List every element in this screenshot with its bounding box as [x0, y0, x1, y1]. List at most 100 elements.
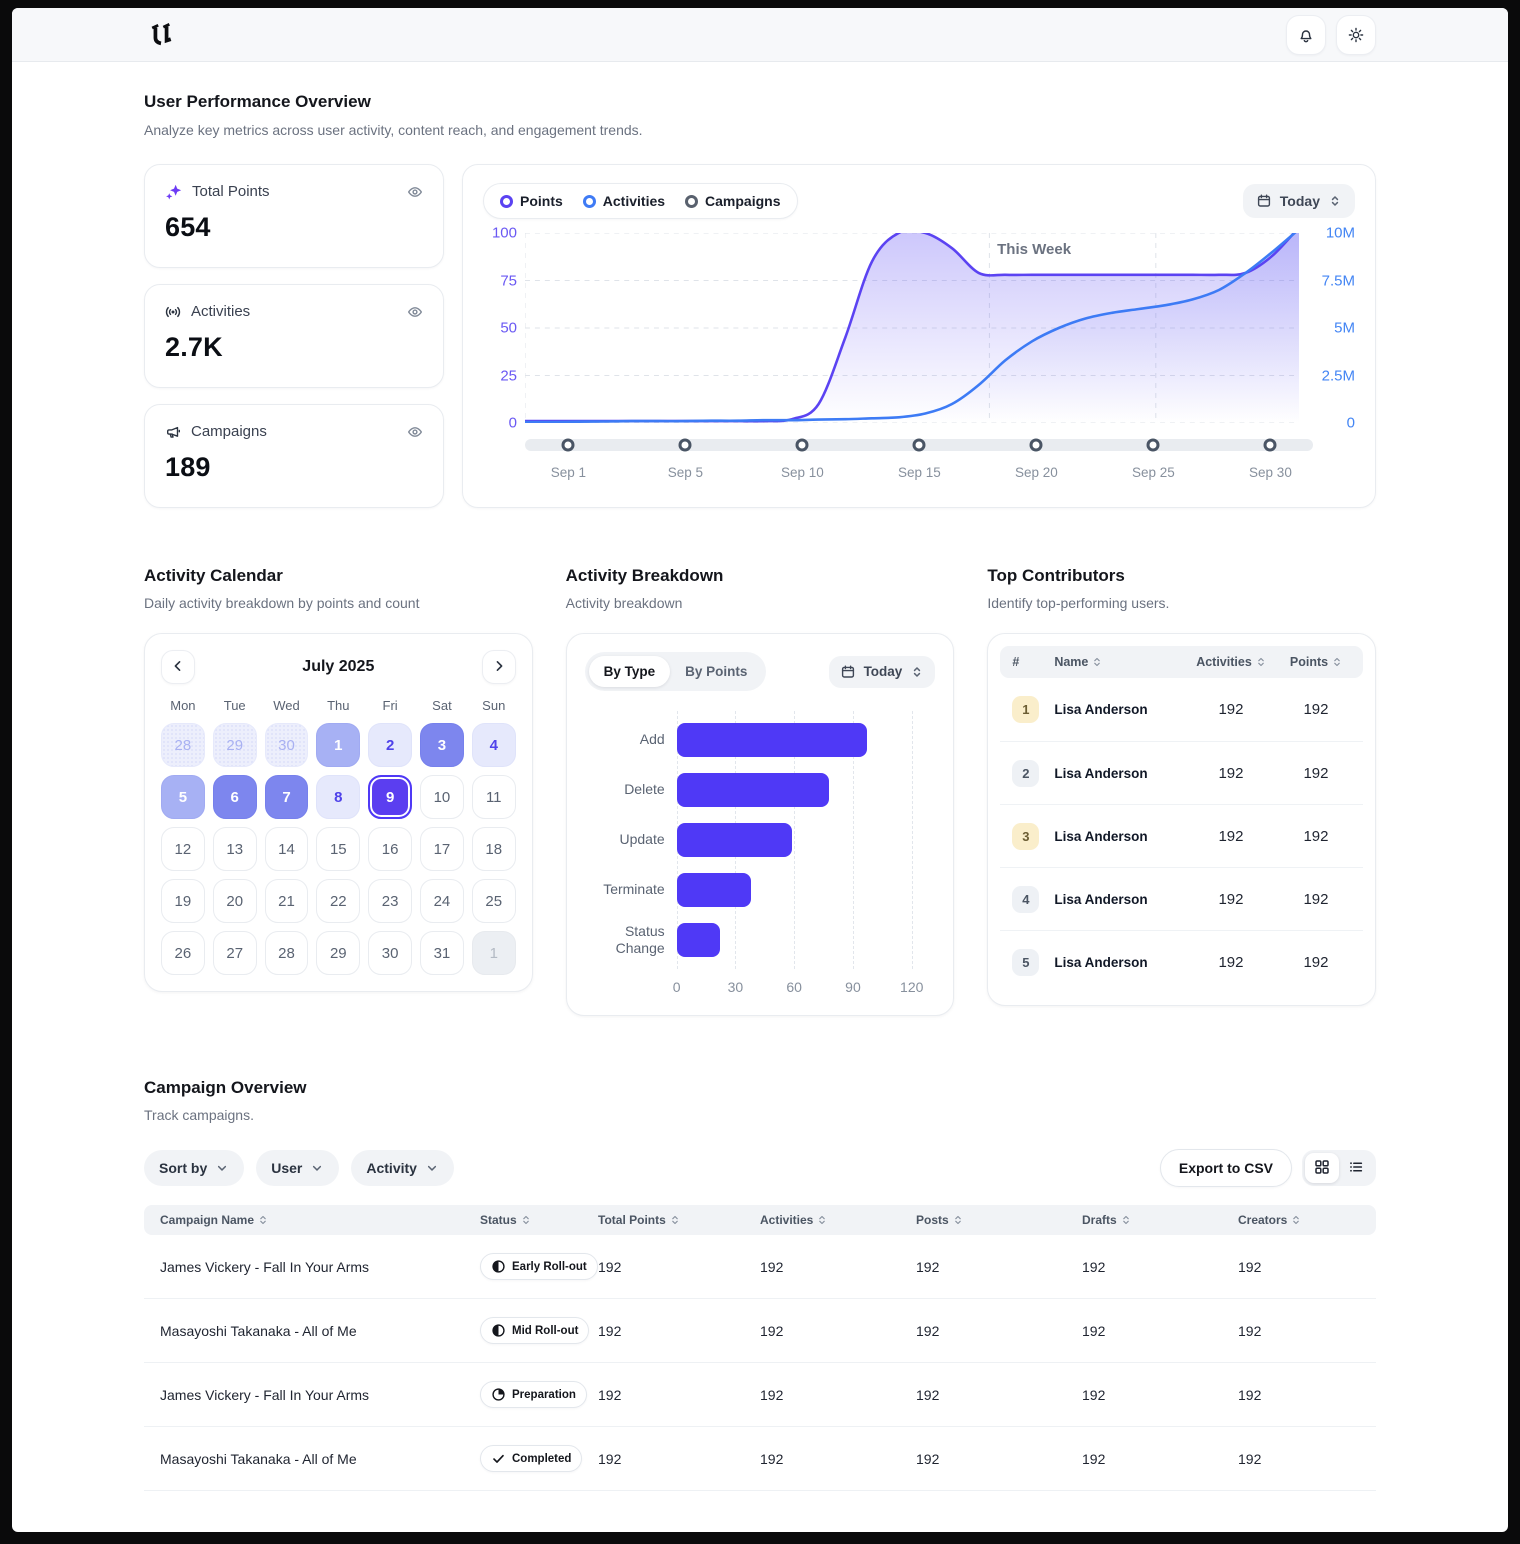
calendar-day-cell[interactable]: 12 [161, 827, 205, 871]
campaign-creators: 192 [1238, 1258, 1262, 1275]
legend-item-activities[interactable]: Activities [582, 193, 665, 209]
column-name[interactable]: Name [1044, 655, 1181, 669]
breakdown-category-label: Delete [624, 781, 665, 798]
calendar-day-cell[interactable]: 28 [161, 723, 205, 767]
contributors-subtitle: Identify top-performing users. [987, 595, 1170, 611]
tab-by-points[interactable]: By Points [670, 656, 762, 687]
legend-radio-icon [582, 194, 596, 208]
calendar-day-cell[interactable]: 24 [420, 879, 464, 923]
calendar-day-cell[interactable]: 8 [316, 775, 361, 819]
calendar-day-cell[interactable]: 16 [368, 827, 413, 871]
calendar-day-cell[interactable]: 19 [161, 879, 205, 923]
calendar-day-cell[interactable]: 13 [212, 827, 257, 871]
slider-handle[interactable] [912, 438, 926, 452]
slider-handle[interactable] [1029, 438, 1043, 452]
chart-toolbar: Points Activities Campaigns Today [483, 183, 1355, 219]
rank-badge: 1 [1012, 696, 1040, 723]
x-axis-tick: Sep 1 [550, 465, 586, 480]
calendar-day-cell[interactable]: 30 [368, 931, 413, 975]
legend-item-points[interactable]: Points [500, 193, 563, 209]
theme-toggle-button[interactable] [1336, 14, 1376, 55]
calendar-day-cell[interactable]: 2 [368, 723, 413, 767]
legend-item-campaigns[interactable]: Campaigns [685, 193, 781, 209]
slider-handle[interactable] [561, 438, 575, 452]
calendar-day-cell[interactable]: 22 [316, 879, 361, 923]
column-status[interactable]: Status [480, 1213, 598, 1227]
calendar-day-cell[interactable]: 7 [264, 775, 309, 819]
calendar-day-cell[interactable]: 14 [264, 827, 309, 871]
breakdown-subtitle: Activity breakdown [565, 595, 683, 611]
grid-view-button[interactable] [1305, 1153, 1339, 1183]
calendar-day-cell[interactable]: 1 [471, 931, 516, 975]
column-activities[interactable]: Activities [1181, 655, 1281, 669]
slider-handle[interactable] [678, 438, 692, 452]
calendar-day-cell[interactable]: 31 [420, 931, 464, 975]
column-total-points[interactable]: Total Points [598, 1213, 760, 1227]
calendar-day-cell[interactable]: 20 [212, 879, 257, 923]
calendar-day-cell[interactable]: 6 [212, 775, 257, 819]
calendar-day-cell[interactable]: 29 [212, 723, 257, 767]
date-range-select[interactable]: Today [1242, 184, 1355, 218]
calendar-day-cell[interactable]: 21 [264, 879, 309, 923]
calendar-day-cell[interactable]: 9 [368, 775, 413, 819]
visibility-toggle[interactable] [407, 184, 423, 200]
legend-label: Points [520, 193, 563, 209]
calendar-prev-button[interactable] [161, 650, 195, 684]
chevron-down-icon [425, 1161, 439, 1175]
calendar-day-cell[interactable]: 23 [368, 879, 413, 923]
visibility-toggle[interactable] [407, 304, 423, 320]
breakdown-bar [676, 773, 830, 807]
tab-by-type[interactable]: By Type [588, 656, 671, 687]
campaign-row[interactable]: James Vickery - Fall In Your Arms Prepar… [144, 1363, 1376, 1427]
legend-label: Campaigns [705, 193, 781, 209]
filter-activity[interactable]: Activity [351, 1150, 454, 1186]
chevrons-updown-icon [1328, 194, 1342, 208]
slider-handle[interactable] [1146, 438, 1160, 452]
filter-sort-by[interactable]: Sort by [144, 1150, 245, 1186]
campaign-total-points: 192 [598, 1322, 622, 1339]
filter-user[interactable]: User [256, 1150, 340, 1186]
calendar-day-cell[interactable]: 4 [471, 723, 516, 767]
column-posts[interactable]: Posts [916, 1213, 1082, 1227]
calendar-day-cell[interactable]: 11 [471, 775, 516, 819]
column-creators[interactable]: Creators [1238, 1213, 1360, 1227]
campaigns-table-header: Campaign Name Status Total Points Activi… [144, 1205, 1376, 1235]
stat-value: 2.7K [165, 332, 223, 362]
status-badge: Completed [480, 1445, 583, 1472]
calendar-day-cell[interactable]: 10 [420, 775, 464, 819]
slider-handle[interactable] [795, 438, 809, 452]
calendar-card: July 2025 Mon Tue Wed Thu Fri Sat Sun 28 29 30 1 2… [144, 633, 533, 992]
notifications-button[interactable] [1286, 14, 1326, 55]
calendar-day-cell[interactable]: 3 [420, 723, 464, 767]
export-csv-button[interactable]: Export to CSV [1159, 1149, 1292, 1187]
visibility-toggle[interactable] [407, 424, 423, 440]
breakdown-date-range-select[interactable]: Today [828, 655, 936, 688]
slider-handle[interactable] [1263, 438, 1277, 452]
calendar-day-cell[interactable]: 18 [471, 827, 516, 871]
calendar-day-cell[interactable]: 25 [471, 879, 516, 923]
column-points[interactable]: Points [1281, 655, 1351, 669]
calendar-next-button[interactable] [481, 650, 516, 684]
broadcast-icon [165, 304, 181, 320]
calendar-day-cell[interactable]: 29 [316, 931, 361, 975]
calendar-day-cell[interactable]: 5 [161, 775, 205, 819]
campaign-row[interactable]: James Vickery - Fall In Your Arms Early … [144, 1235, 1376, 1299]
column-drafts[interactable]: Drafts [1082, 1213, 1238, 1227]
column-campaign-name[interactable]: Campaign Name [160, 1213, 480, 1227]
calendar-day-cell[interactable]: 1 [316, 723, 361, 767]
campaign-row[interactable]: Masayoshi Takanaka - All of Me Mid Roll-… [144, 1299, 1376, 1363]
time-slider-track[interactable] [525, 438, 1313, 452]
calendar-day-cell[interactable]: 30 [264, 723, 309, 767]
right-axis-tick: 7.5M [1321, 272, 1355, 289]
stat-card-activities: Activities 2.7K [144, 284, 444, 388]
calendar-day-cell[interactable]: 17 [420, 827, 464, 871]
calendar-day-cell[interactable]: 28 [264, 931, 309, 975]
calendar-day-cell[interactable]: 26 [161, 931, 205, 975]
stat-value: 654 [165, 212, 211, 242]
list-view-button[interactable] [1339, 1153, 1373, 1183]
column-activities[interactable]: Activities [760, 1213, 916, 1227]
calendar-day-cell[interactable]: 15 [316, 827, 361, 871]
calendar-day-cell[interactable]: 27 [212, 931, 257, 975]
campaign-row[interactable]: Masayoshi Takanaka - All of Me Completed… [144, 1427, 1376, 1491]
right-axis: 10M 7.5M 5M 2.5M 0 [1307, 225, 1355, 432]
